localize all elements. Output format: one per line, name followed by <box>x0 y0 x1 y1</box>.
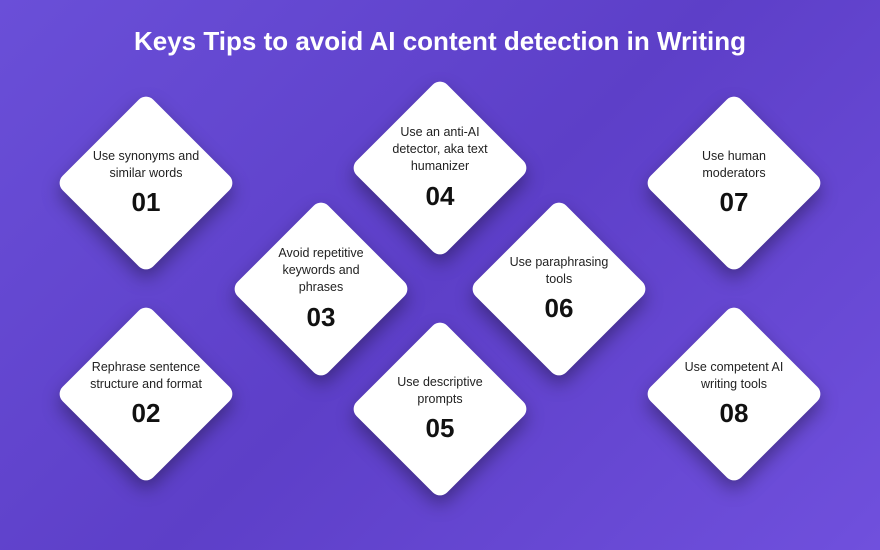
tip-content: Avoid repetitive keywords and phrases 03 <box>257 225 385 353</box>
tip-content: Use synonyms and similar words 01 <box>82 119 210 247</box>
tip-text: Use synonyms and similar words <box>90 148 202 182</box>
tip-diamond-02: Rephrase sentence structure and format 02 <box>55 303 236 484</box>
tip-text: Use competent AI writing tools <box>678 359 790 393</box>
tip-diamond-07: Use human moderators 07 <box>643 92 824 273</box>
tip-text: Rephrase sentence structure and format <box>90 359 202 393</box>
tip-content: Rephrase sentence structure and format 02 <box>82 330 210 458</box>
tip-content: Use an anti-AI detector, aka text humani… <box>376 104 504 232</box>
tip-number: 05 <box>426 413 455 444</box>
tip-text: Use descriptive prompts <box>384 374 496 408</box>
tip-number: 01 <box>132 187 161 218</box>
tip-content: Use human moderators 07 <box>670 119 798 247</box>
tip-text: Use human moderators <box>678 148 790 182</box>
tip-content: Use competent AI writing tools 08 <box>670 330 798 458</box>
tip-text: Use an anti-AI detector, aka text humani… <box>384 124 496 175</box>
tip-content: Use descriptive prompts 05 <box>376 345 504 473</box>
tip-text: Avoid repetitive keywords and phrases <box>265 245 377 296</box>
tip-number: 06 <box>545 293 574 324</box>
tip-number: 04 <box>426 181 455 212</box>
tip-diamond-08: Use competent AI writing tools 08 <box>643 303 824 484</box>
tip-content: Use paraphrasing tools 06 <box>495 225 623 353</box>
tip-number: 02 <box>132 398 161 429</box>
tip-number: 08 <box>720 398 749 429</box>
tip-number: 03 <box>307 302 336 333</box>
page-title: Keys Tips to avoid AI content detection … <box>0 26 880 57</box>
tip-diamond-06: Use paraphrasing tools 06 <box>468 198 649 379</box>
tip-number: 07 <box>720 187 749 218</box>
tip-text: Use paraphrasing tools <box>503 254 615 288</box>
tip-diamond-01: Use synonyms and similar words 01 <box>55 92 236 273</box>
